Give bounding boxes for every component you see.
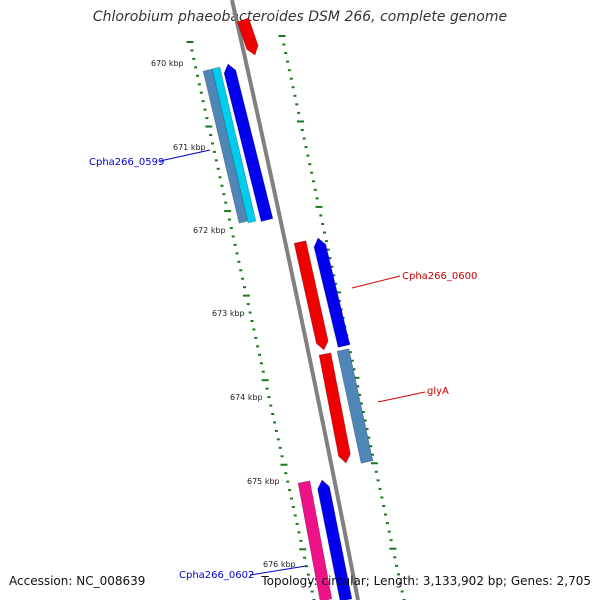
gene-label-3[interactable]: Cpha266_0602 — [179, 570, 254, 581]
gene-leader-line-0 — [159, 149, 211, 162]
feature-0599-cds[interactable] — [223, 63, 274, 222]
tick-label-4: 674 kbp — [230, 393, 263, 402]
gene-labels[interactable]: Cpha266_0599 Cpha266_0600 glyA Cpha266_0602 — [89, 149, 477, 581]
genome-summary-text: Topology: circular; Length: 3,133,902 bp… — [261, 574, 591, 588]
feature-0600-fwd-cds[interactable] — [313, 237, 351, 348]
tick-label-0: 670 kbp — [151, 59, 184, 68]
feature-0602-rev[interactable] — [297, 480, 333, 600]
feature-0600-rev-cds[interactable] — [293, 240, 329, 351]
gene-leader-line-2 — [377, 391, 426, 403]
backbone-line — [230, 0, 360, 600]
feature-top-reverse[interactable] — [236, 17, 259, 56]
feature-glyA-rev-cds[interactable] — [318, 352, 351, 464]
map-title: Chlorobium phaeobacteroides DSM 266, com… — [92, 9, 508, 25]
gene-features[interactable] — [202, 17, 374, 600]
tick-labels: 670 kbp 671 kbp 672 kbp 673 kbp 674 kbp 675 k… — [151, 59, 296, 569]
feature-0599-gene[interactable] — [211, 66, 257, 224]
gene-label-2[interactable]: glyA — [427, 386, 449, 397]
genome-backbone — [230, 0, 360, 600]
gene-leader-line-3 — [249, 565, 307, 576]
tick-label-5: 675 kbp — [247, 477, 280, 486]
gene-leader-line-1 — [351, 275, 401, 289]
accession-text: Accession: NC_008639 — [9, 574, 146, 588]
gene-label-0[interactable]: Cpha266_0599 — [89, 157, 164, 168]
gene-label-1[interactable]: Cpha266_0600 — [402, 271, 477, 282]
feature-0602-fwd-cds[interactable] — [317, 479, 353, 600]
tick-label-3: 673 kbp — [212, 309, 245, 318]
tick-label-2: 672 kbp — [193, 226, 226, 235]
tick-label-6: 676 kbp — [263, 560, 296, 569]
feature-glyA-fwd[interactable] — [336, 348, 374, 464]
tick-label-1: 671 kbp — [173, 143, 206, 152]
